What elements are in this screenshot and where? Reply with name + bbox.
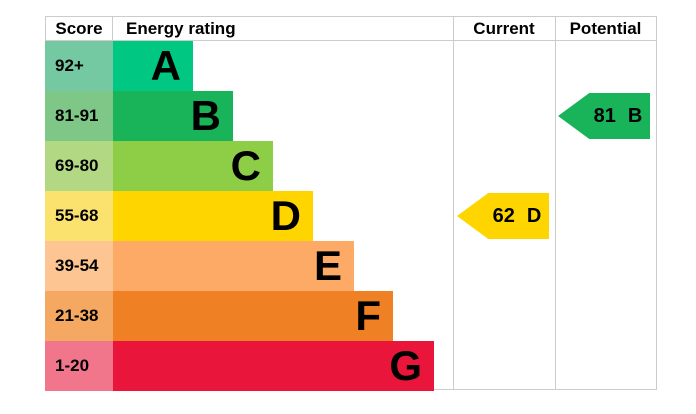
epc-table: Score Energy rating Current Potential 92… xyxy=(45,16,657,391)
band-letter-g: G xyxy=(389,342,422,389)
band-bar-e: E xyxy=(113,241,354,291)
score-range-b: 81-91 xyxy=(45,91,113,141)
current-column-divider xyxy=(453,17,454,389)
band-bar-g: G xyxy=(113,341,434,391)
current-column-header: Current xyxy=(473,18,535,38)
score-column-header: Score xyxy=(45,17,113,40)
potential-column-divider xyxy=(555,17,556,389)
band-row-a: 92+ A xyxy=(45,41,656,91)
potential-column-header: Potential xyxy=(569,18,642,38)
band-row-d: 55-68 D xyxy=(45,191,656,241)
band-letter-f: F xyxy=(355,292,381,339)
score-range-c: 69-80 xyxy=(45,141,113,191)
score-range-d: 55-68 xyxy=(45,191,113,241)
band-letter-e: E xyxy=(313,242,342,289)
band-letter-c: C xyxy=(230,142,261,189)
band-row-g: 1-20 G xyxy=(45,341,656,391)
band-letter-d: D xyxy=(270,192,301,239)
current-rating-band: D xyxy=(526,204,542,227)
band-bar-a: A xyxy=(113,41,193,91)
score-range-g: 1-20 xyxy=(45,341,113,391)
band-row-f: 21-38 F xyxy=(45,291,656,341)
band-letter-b: B xyxy=(190,92,221,139)
potential-rating-band: B xyxy=(627,104,643,127)
score-range-e: 39-54 xyxy=(45,241,113,291)
band-bar-f: F xyxy=(113,291,393,341)
score-range-f: 21-38 xyxy=(45,291,113,341)
band-bar-c: C xyxy=(113,141,273,191)
band-bar-b: B xyxy=(113,91,233,141)
table-header: Score Energy rating Current Potential xyxy=(45,17,656,41)
band-bar-d: D xyxy=(113,191,313,241)
potential-rating-score: 81 xyxy=(593,104,616,127)
current-rating-score: 62 xyxy=(492,204,515,227)
energy-rating-column-header: Energy rating xyxy=(126,18,236,38)
band-row-e: 39-54 E xyxy=(45,241,656,291)
band-letter-a: A xyxy=(150,42,181,89)
score-range-a: 92+ xyxy=(45,41,113,91)
band-row-c: 69-80 C xyxy=(45,141,656,191)
band-row-b: 81-91 B xyxy=(45,91,656,141)
